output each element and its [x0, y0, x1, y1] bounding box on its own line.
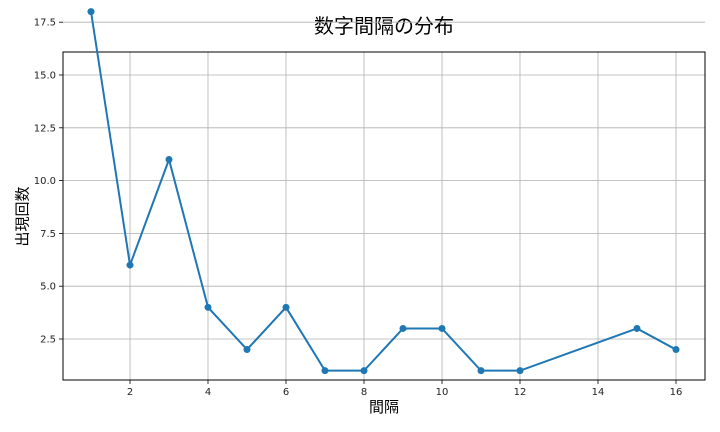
data-point — [282, 303, 290, 311]
data-point — [399, 324, 407, 332]
chart-title: 数字間隔の分布 — [314, 14, 454, 38]
x-tick-label: 4 — [205, 387, 211, 398]
data-point — [87, 8, 95, 16]
data-point — [243, 346, 251, 354]
plot-frame — [62, 51, 706, 381]
x-axis-label: 間隔 — [368, 398, 399, 416]
x-tick-label: 6 — [283, 387, 289, 398]
y-tick-label: 2.5 — [40, 335, 56, 346]
data-point — [360, 367, 368, 375]
x-tick-label: 14 — [592, 387, 605, 398]
data-point — [672, 346, 680, 354]
x-tick-label: 8 — [361, 387, 367, 398]
y-tick-label: 17.5 — [34, 18, 56, 29]
y-tick-label: 12.5 — [34, 123, 56, 134]
y-tick-label: 5.0 — [40, 282, 56, 293]
y-axis-label: 出現回数 — [13, 186, 32, 247]
y-tick-label: 7.5 — [40, 229, 56, 240]
data-point — [477, 367, 485, 375]
data-point — [438, 324, 446, 332]
data-point — [204, 303, 212, 311]
x-tick-label: 12 — [514, 387, 527, 398]
x-tick-label: 10 — [436, 387, 449, 398]
x-tick-label: 2 — [127, 387, 133, 398]
data-point — [633, 324, 641, 332]
x-tick-label: 16 — [670, 387, 683, 398]
data-point — [126, 261, 134, 269]
data-point — [165, 155, 173, 163]
y-tick-label: 15.0 — [34, 71, 56, 82]
data-point — [516, 367, 524, 375]
y-tick-label: 10.0 — [34, 176, 56, 187]
data-line — [90, 11, 677, 372]
data-point — [321, 367, 329, 375]
